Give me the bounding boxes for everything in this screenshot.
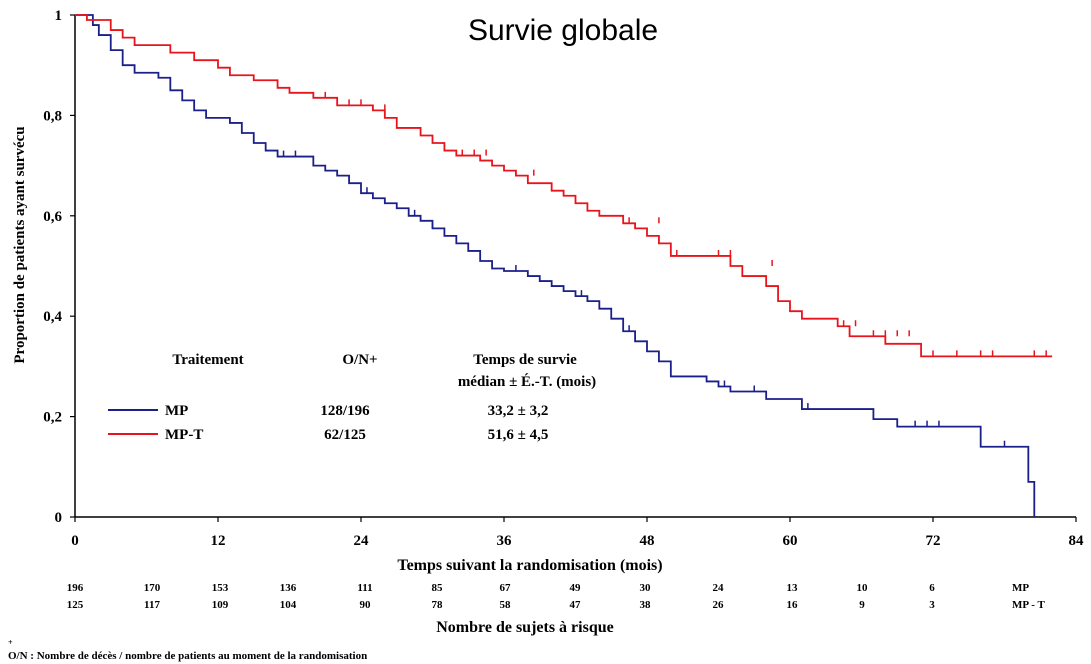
chart-title: Survie globale xyxy=(468,14,658,47)
x-axis-label: Temps suivant la randomisation (mois) xyxy=(397,557,662,574)
risk-table-cell: 49 xyxy=(570,582,582,594)
risk-table-cell: 24 xyxy=(713,582,725,594)
risk-table-cell: 9 xyxy=(859,599,865,611)
risk-table-cell: 125 xyxy=(67,599,84,611)
risk-table-cell: 85 xyxy=(432,582,444,594)
risk-table-cell: 78 xyxy=(432,599,444,611)
risk-table-title: Nombre de sujets à risque xyxy=(436,619,613,636)
risk-table-cell: 153 xyxy=(212,582,229,594)
y-tick-label: 0,4 xyxy=(43,309,62,325)
risk-table-cell: 111 xyxy=(357,582,372,594)
risk-table-cell: 10 xyxy=(857,582,869,594)
risk-table-cell: 47 xyxy=(570,599,582,611)
risk-table-cell: 58 xyxy=(500,599,512,611)
risk-table-cell: 136 xyxy=(280,582,297,594)
legend-header-treatment: Traitement xyxy=(172,352,243,368)
risk-table-cell: 109 xyxy=(212,599,229,611)
risk-table-row-label: MP xyxy=(1012,582,1029,594)
legend-label-mp: MP xyxy=(165,403,188,419)
y-tick-label: 0,6 xyxy=(43,209,62,225)
x-tick-label: 12 xyxy=(211,533,226,549)
legend-median-mp: 33,2 ± 3,2 xyxy=(488,403,549,419)
y-tick-label: 0,2 xyxy=(43,410,62,426)
risk-table: 196 170 153 136 111 85 67 49 30 24 13 10 6 MP 125 117 10… xyxy=(67,582,1046,611)
legend-on-mp: 128/196 xyxy=(320,403,370,419)
y-tick-label: 0,8 xyxy=(43,108,62,124)
y-axis-label: Proportion de patients ayant survécu xyxy=(12,126,28,363)
y-tick-label: 1 xyxy=(55,8,63,24)
risk-table-cell: 16 xyxy=(787,599,799,611)
x-tick-label: 60 xyxy=(783,533,798,549)
x-tick-label: 0 xyxy=(71,533,79,549)
series-line-mp-t xyxy=(75,14,1053,358)
legend-header-on: O/N+ xyxy=(342,352,377,368)
footnote-mark: + xyxy=(8,638,13,647)
legend-label-mpt: MP-T xyxy=(165,427,203,443)
x-tick-label: 48 xyxy=(640,533,655,549)
x-tick-label: 36 xyxy=(497,533,513,549)
x-tick-label: 24 xyxy=(354,533,370,549)
legend-median-mpt: 51,6 ± 4,5 xyxy=(488,427,549,443)
risk-table-cell: 30 xyxy=(640,582,652,594)
risk-table-cell: 26 xyxy=(713,599,725,611)
risk-table-cell: 90 xyxy=(360,599,372,611)
risk-table-cell: 38 xyxy=(640,599,652,611)
y-tick-label: 0 xyxy=(55,510,63,526)
footnote: O/N : Nombre de décès / nombre de patien… xyxy=(8,650,367,662)
x-tick-label: 72 xyxy=(926,533,941,549)
risk-table-cell: 6 xyxy=(929,582,935,594)
legend: Traitement O/N+ Temps de survie médian ±… xyxy=(108,352,596,443)
legend-header-median-2: médian ± É.-T. (mois) xyxy=(458,373,596,390)
risk-table-cell: 3 xyxy=(929,599,935,611)
risk-table-cell: 117 xyxy=(144,599,160,611)
risk-table-cell: 13 xyxy=(787,582,799,594)
axes xyxy=(74,15,1076,518)
risk-table-cell: 196 xyxy=(67,582,84,594)
risk-table-row-label: MP - T xyxy=(1012,599,1045,611)
risk-table-cell: 104 xyxy=(280,599,297,611)
legend-on-mpt: 62/125 xyxy=(324,427,366,443)
x-tick-label: 84 xyxy=(1069,533,1085,549)
series-line-mp xyxy=(75,14,1036,517)
risk-table-cell: 67 xyxy=(500,582,512,594)
risk-table-cell: 170 xyxy=(144,582,161,594)
legend-header-median-1: Temps de survie xyxy=(473,352,577,368)
